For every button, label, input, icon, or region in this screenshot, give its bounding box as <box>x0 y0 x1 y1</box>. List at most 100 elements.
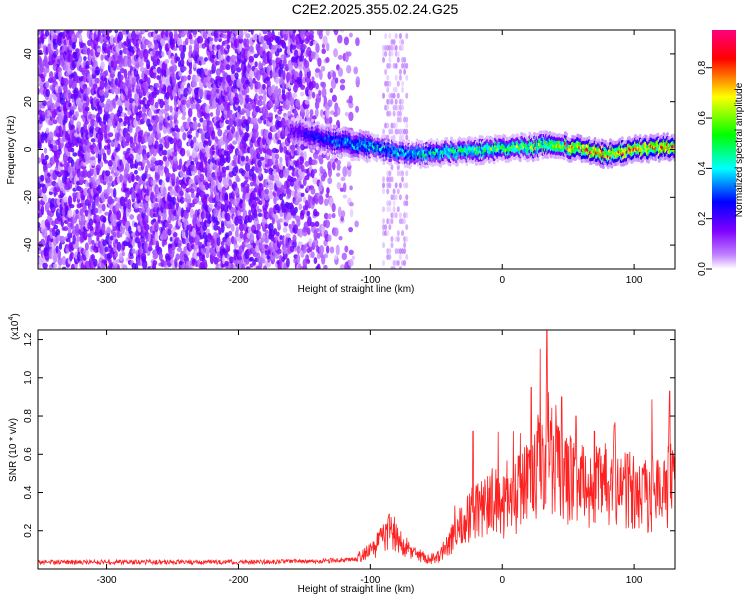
spectrogram-cell <box>41 158 48 166</box>
spectrogram-cell <box>390 242 394 249</box>
spectrogram-cell <box>182 44 187 53</box>
spectrogram-cell <box>192 116 197 122</box>
spectrogram-cell <box>346 161 352 167</box>
spectrogram-cell <box>256 223 261 231</box>
spectrogram-cell <box>394 98 398 105</box>
spectrogram-cell <box>385 159 389 164</box>
spectrogram-cell <box>186 193 191 200</box>
spectrogram-cell <box>382 92 386 99</box>
spectrogram-cell <box>187 74 191 81</box>
spectrogram-cell <box>322 171 328 179</box>
spectrogram-cell <box>258 231 262 240</box>
spectrogram-cell <box>40 204 45 216</box>
spectrogram-cell <box>325 193 330 199</box>
spectrogram-cell <box>107 160 113 167</box>
spectrogram-cell <box>382 161 386 166</box>
spectrogram-cell <box>325 245 330 254</box>
spectrogram-cell <box>401 230 405 237</box>
spectrogram-cell <box>386 230 390 237</box>
spectrogram-cell <box>340 176 346 182</box>
spectrogram-cell <box>239 199 243 204</box>
spectrogram-cell <box>384 224 388 231</box>
spectrogram-cell <box>99 79 105 90</box>
spectrogram-cell <box>292 234 297 243</box>
spectrogram-cell <box>346 51 352 57</box>
spectrogram-cell <box>129 124 133 134</box>
spectrogram-cell <box>228 30 232 32</box>
spectrogram-cell <box>280 40 286 48</box>
spectrogram-cell <box>336 106 341 116</box>
spectrogram-cell <box>106 138 112 144</box>
spectrogram-cell <box>274 85 279 97</box>
spectrogram-cell <box>384 32 388 39</box>
spectrogram-cell <box>45 127 50 134</box>
spectrogram-cell <box>176 128 181 133</box>
spectrogram-cell <box>204 57 208 62</box>
spectrogram-cell <box>188 33 193 40</box>
spectrogram-cell <box>66 162 70 168</box>
spectrogram-cell <box>306 259 311 264</box>
spectrogram-cell <box>327 234 332 242</box>
spectrogram-cell <box>254 61 258 68</box>
spectrogram-cell <box>103 77 108 82</box>
spectrogram-cell <box>387 138 390 143</box>
spectrogram-cell <box>119 173 124 183</box>
spectrogram-cell <box>53 144 58 152</box>
spectrogram-cell <box>140 129 144 137</box>
spectrogram-cell <box>42 100 47 107</box>
spectrogram-cell <box>147 77 151 86</box>
spectrogram-cell <box>108 132 114 138</box>
spectrogram-cell <box>171 249 175 255</box>
spectrogram-cell <box>390 50 394 57</box>
spectrogram-cell <box>382 188 386 195</box>
spectrogram-cell <box>401 38 405 45</box>
spectrogram-cell <box>300 184 304 189</box>
spectrogram-cell <box>344 111 349 117</box>
spectrogram-cell <box>101 203 106 212</box>
spectrogram-cell <box>278 162 283 170</box>
spectrogram-cell <box>396 92 400 99</box>
spectrogram-cell <box>112 188 117 199</box>
spectrogram-cell <box>58 242 63 250</box>
spectrogram-cell <box>91 114 97 119</box>
spectrogram-cell <box>46 177 51 184</box>
spectrogram-cell <box>401 104 405 111</box>
spectrogram-cell <box>405 122 409 129</box>
spectrogram-cell <box>407 139 411 143</box>
spectrogram-cell <box>401 80 405 87</box>
spectrogram-cell <box>309 144 313 149</box>
spectrogram-cell <box>392 92 396 99</box>
spectrogram-cell <box>85 95 90 107</box>
spectrogram-cell <box>209 37 214 42</box>
spectrogram-cell <box>38 157 42 164</box>
spectrogram-cell <box>112 166 116 171</box>
spectrogram-cell <box>405 92 409 99</box>
spectrogram-cell <box>331 213 336 219</box>
spectrogram-cell <box>173 155 178 162</box>
spectrogram-cell <box>107 142 111 150</box>
spectrogram-cell <box>95 66 101 76</box>
spectrogram-cell <box>334 254 338 260</box>
spectrogram-cell <box>299 91 305 97</box>
spectrogram-cell <box>192 120 198 131</box>
spectrogram-cell <box>147 123 153 132</box>
spectrogram-cell <box>190 188 195 194</box>
spectrogram-cell <box>333 154 337 159</box>
spectrogram-cell <box>155 89 160 95</box>
spectrogram-cell <box>112 219 117 228</box>
spectrogram-cell <box>305 108 310 119</box>
spectrogram-cell <box>204 104 210 114</box>
spectrogram-cell <box>127 32 132 40</box>
spectrogram-cell <box>289 202 294 210</box>
spectrogram-cell <box>234 244 239 249</box>
spectrogram-cell <box>40 238 46 248</box>
spectrogram-cell <box>337 54 343 60</box>
spectrogram-cell <box>386 74 390 81</box>
spectrogram-cell <box>169 137 174 145</box>
spectrogram-cell <box>90 254 95 262</box>
spectrogram-cell <box>353 66 359 75</box>
spectrogram-cell <box>217 128 223 137</box>
spectrogram-cell <box>390 128 394 135</box>
spectrogram-cell <box>98 89 105 96</box>
